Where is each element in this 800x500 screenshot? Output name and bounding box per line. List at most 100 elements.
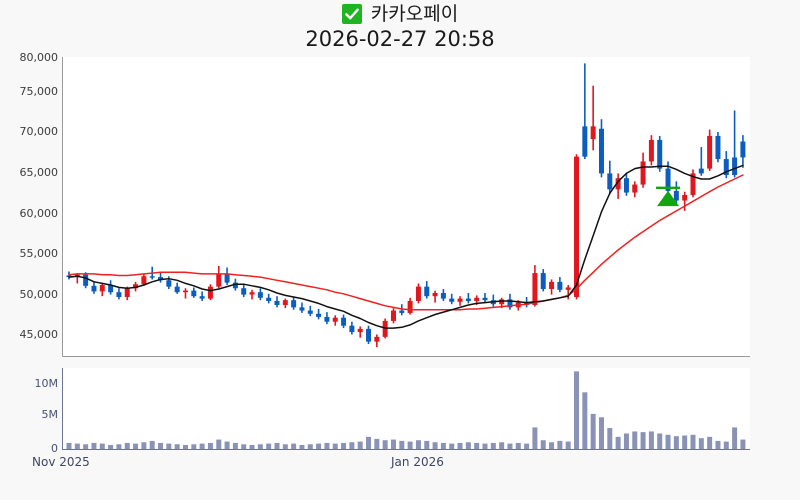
candlestick: [732, 110, 738, 178]
candlestick: [640, 152, 646, 188]
candlestick: [141, 273, 147, 286]
volume-bar: [66, 442, 72, 449]
candlestick: [549, 279, 555, 295]
candlestick: [390, 308, 396, 324]
candlestick: [241, 285, 247, 297]
volume-bar: [274, 442, 280, 449]
volume-bar: [216, 439, 222, 449]
candlestick: [216, 265, 222, 289]
volume-bar: [465, 442, 471, 449]
candlestick: [557, 277, 563, 293]
candlestick: [282, 298, 288, 309]
price-tick-label: 65,000: [19, 166, 59, 179]
candlestick: [698, 147, 704, 176]
page-title: 카카오페이: [370, 3, 459, 25]
volume-bar: [499, 442, 505, 449]
candlestick: [357, 326, 363, 338]
candlestick: [324, 312, 330, 325]
volume-bar: [682, 435, 688, 449]
candlestick: [349, 321, 355, 335]
volume-bar: [83, 444, 89, 449]
volume-bar: [440, 442, 446, 449]
volume-bar: [124, 442, 130, 449]
candlestick: [582, 63, 588, 160]
volume-bar: [182, 444, 188, 449]
candlestick: [690, 169, 696, 198]
candlestick: [366, 325, 372, 345]
price-tick-label: 80,000: [19, 51, 59, 64]
volume-bar: [615, 436, 621, 449]
volume-bar: [166, 443, 172, 449]
candlestick: [316, 308, 322, 320]
candlestick: [158, 272, 164, 283]
candlestick: [482, 293, 488, 303]
candlestick: [615, 173, 621, 199]
candlestick: [399, 304, 405, 316]
volume-bar: [307, 444, 313, 449]
volume-tick-label: 10M: [34, 377, 59, 390]
volume-bar: [640, 432, 646, 449]
volume-bar: [590, 413, 596, 449]
candlestick: [174, 282, 180, 294]
candlestick: [540, 269, 546, 292]
candlestick: [199, 291, 205, 301]
price-chart-panel[interactable]: [62, 57, 750, 357]
volume-bar: [490, 442, 496, 449]
candlestick: [507, 293, 513, 310]
volume-bar: [241, 444, 247, 449]
volume-bar: [149, 440, 155, 449]
volume-bar: [266, 443, 272, 449]
volume-bar: [540, 440, 546, 449]
volume-bar: [390, 439, 396, 449]
price-tick-label: 50,000: [19, 288, 59, 301]
volume-bar: [374, 438, 380, 449]
volume-bar: [507, 443, 513, 449]
volume-bar: [324, 442, 330, 449]
candlestick: [341, 314, 347, 329]
volume-bar: [723, 441, 729, 449]
ma-short-line: [68, 164, 744, 329]
price-tick-label: 70,000: [19, 125, 59, 138]
candlestick: [682, 191, 688, 211]
volume-bar: [141, 442, 147, 449]
volume-bar: [482, 443, 488, 449]
candlestick: [299, 302, 305, 313]
volume-bar: [257, 444, 263, 449]
volume-bar: [357, 441, 363, 449]
volume-bar: [282, 444, 288, 449]
volume-bar: [449, 443, 455, 449]
price-tick-label: 45,000: [19, 328, 59, 341]
volume-bar: [632, 431, 638, 449]
volume-bar: [424, 440, 430, 449]
price-tick-label: 55,000: [19, 247, 59, 260]
candlestick: [715, 131, 721, 163]
check-icon[interactable]: [341, 4, 362, 24]
volume-bar: [524, 443, 530, 449]
volume-bar: [557, 440, 563, 449]
volume-bar: [158, 442, 164, 449]
volume-bar: [332, 443, 338, 449]
volume-chart-svg: [66, 371, 746, 449]
volume-bar: [191, 444, 197, 449]
volume-bar: [349, 442, 355, 449]
volume-bar: [707, 436, 713, 449]
volume-bar: [657, 433, 663, 449]
candlestick: [274, 296, 280, 308]
volume-bar: [565, 441, 571, 449]
volume-bar: [574, 371, 580, 449]
candlestick: [224, 267, 230, 286]
volume-bar: [732, 427, 738, 449]
candlestick: [307, 305, 313, 317]
ma-long-line: [68, 174, 744, 311]
volume-bar: [399, 440, 405, 449]
volume-bar: [232, 442, 238, 449]
candlestick: [632, 181, 638, 198]
candlestick: [598, 119, 604, 178]
volume-bar: [698, 438, 704, 449]
volume-chart-panel[interactable]: [62, 368, 750, 450]
candlestick: [332, 315, 338, 326]
buy-signal-marker[interactable]: [656, 186, 681, 207]
volume-bar: [715, 440, 721, 449]
candlestick: [66, 271, 72, 280]
candlestick: [415, 283, 421, 304]
